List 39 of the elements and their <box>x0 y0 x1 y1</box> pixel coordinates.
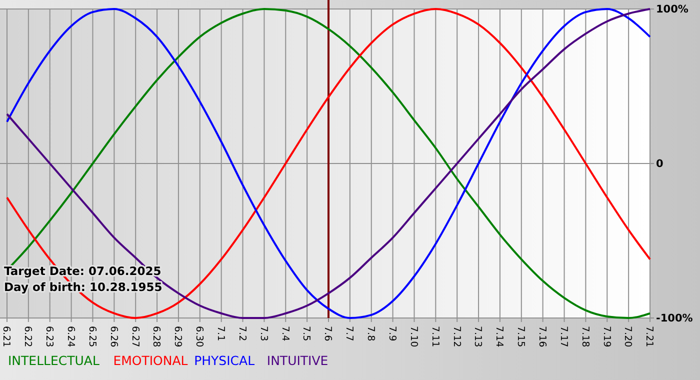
x-tick-label: 6.28 <box>150 326 162 348</box>
x-tick-label: 7.7 <box>344 326 355 342</box>
x-tick-label: 7.5 <box>300 326 312 342</box>
x-tick-label: 7.19 <box>600 326 612 348</box>
y-tick-label: 100% <box>656 4 689 16</box>
x-tick-label: 7.12 <box>450 326 462 348</box>
x-tick-label: 7.15 <box>515 326 526 348</box>
x-tick-label: 6.22 <box>22 326 34 348</box>
x-tick-label: 6.29 <box>172 326 184 348</box>
x-tick-label: 7.4 <box>279 326 290 342</box>
x-tick-label: 6.30 <box>194 326 205 348</box>
x-tick-label: 7.11 <box>429 326 440 348</box>
text: PHYSICAL <box>194 353 255 368</box>
x-tick-label: 6.24 <box>64 326 76 348</box>
x-tick-label: 7.9 <box>386 326 398 342</box>
text: INTUITIVE <box>266 353 328 368</box>
text: EMOTIONAL <box>113 353 188 368</box>
x-tick-label: 7.8 <box>365 326 376 342</box>
x-tick-label: 6.23 <box>44 326 55 348</box>
x-tick-label: 6.27 <box>129 326 140 348</box>
x-tick-label: 6.21 <box>0 326 12 348</box>
y-tick-label: -100% <box>656 312 694 325</box>
x-tick-label: 7.14 <box>494 326 505 348</box>
x-tick-label: 6.26 <box>108 326 119 348</box>
x-tick-label: 7.13 <box>472 326 484 348</box>
x-tick-label: 7.1 <box>215 326 226 342</box>
x-tick-label: 7.20 <box>622 326 634 348</box>
x-tick-label: 7.3 <box>258 326 269 342</box>
x-tick-label: 7.16 <box>536 326 548 348</box>
x-tick-label: 7.6 <box>322 326 334 342</box>
x-tick-label: 7.18 <box>579 326 590 348</box>
x-tick-label: 7.2 <box>236 326 248 342</box>
y-tick-label: 0 <box>656 158 664 170</box>
x-tick-label: 7.10 <box>408 326 419 348</box>
x-tick-label: 6.25 <box>86 326 98 348</box>
line-series <box>6 8 651 319</box>
x-tick-label: 7.21 <box>644 326 655 348</box>
x-tick-label: 7.17 <box>558 326 569 348</box>
text: INTELLECTUAL <box>8 353 100 368</box>
